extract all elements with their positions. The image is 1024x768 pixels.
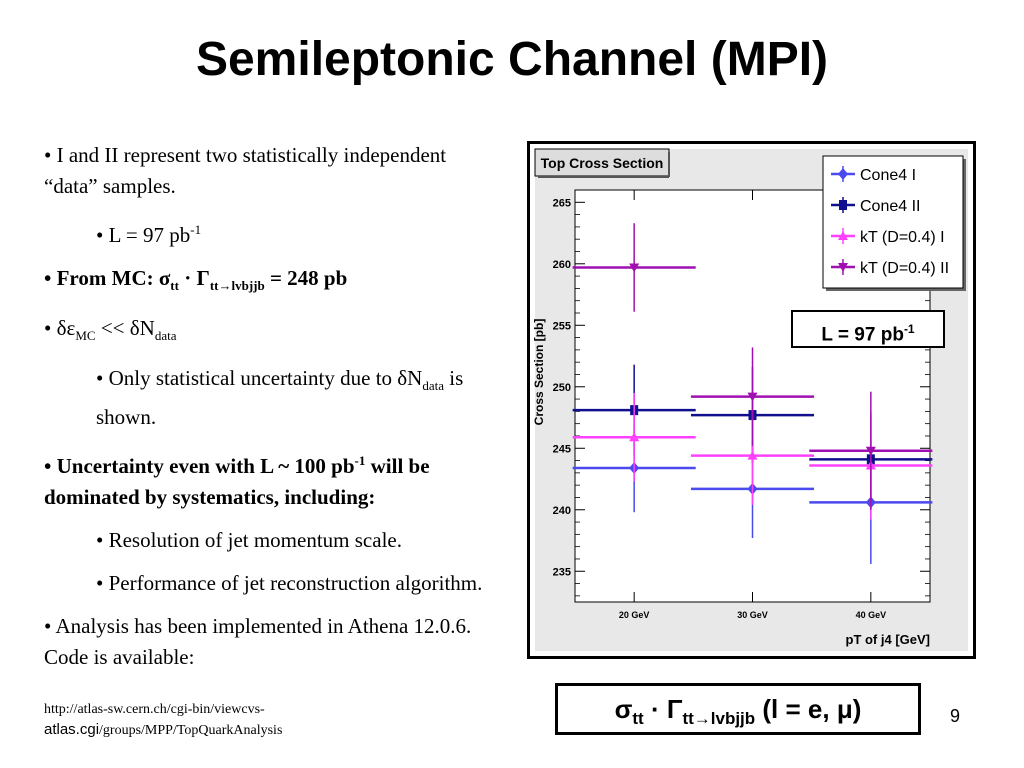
x-axis-title: pT of j4 [GeV] <box>846 632 931 647</box>
bullet-efficiency-a: δε <box>56 316 76 341</box>
data-point-square <box>839 200 847 210</box>
formula-sub1: tt <box>632 709 644 729</box>
formula-sigma: σ <box>614 694 633 724</box>
data-point-triangle-up <box>747 450 758 460</box>
data-point-triangle-down <box>865 446 876 456</box>
bullet-athena-text: Analysis has been implemented in Athena … <box>44 613 472 669</box>
bullet-stat-only-sub: data <box>422 378 445 394</box>
y-tick-label: 265 <box>553 197 571 209</box>
bullet-samples-text: I and II represent two statistically ind… <box>44 143 447 198</box>
bullet-systematics: • Uncertainty even with L ~ 100 pb-1 wil… <box>44 452 430 509</box>
series-3 <box>572 223 933 510</box>
data-point-triangle-down <box>629 263 640 273</box>
luminosity-box: L = 97 pb-1 <box>791 310 945 348</box>
bullet-mc: • From MC: σtt · Γtt→lvbjjb = 248 pb <box>44 266 348 294</box>
bullet-mc-mid: · Γ <box>178 266 210 290</box>
legend-label: kT (D=0.4) I <box>860 229 945 246</box>
x-tick-label: 30 GeV <box>737 610 768 620</box>
chart-title: Top Cross Section <box>541 155 664 171</box>
legend-label: Cone4 II <box>860 198 920 215</box>
formula-post: (l = e, μ) <box>755 694 862 724</box>
bullet-stat-only-a: Only statistical uncertainty due to δN <box>108 366 423 391</box>
code-url-line2b[interactable]: /groups/MPP/TopQuarkAnalysis <box>99 723 283 738</box>
y-tick-label: 250 <box>553 382 571 394</box>
luminosity-text: L = 97 pb <box>821 324 904 346</box>
bullet-samples: • I and II represent two statistically i… <box>44 143 447 198</box>
code-url[interactable]: http://atlas-sw.cern.ch/cgi-bin/viewcvs-… <box>44 700 282 741</box>
bullet-mc-sub1: tt <box>170 278 179 294</box>
bullet-efficiency-sub1: MC <box>75 328 96 344</box>
bullet-systematics-sup: -1 <box>354 452 366 468</box>
legend-label: kT (D=0.4) II <box>860 260 949 277</box>
formula-box: σtt · Γtt→lvbjjb (l = e, μ) <box>555 683 921 735</box>
data-point-triangle-down <box>747 392 758 402</box>
page-number: 9 <box>950 706 961 726</box>
y-tick-label: 245 <box>553 443 571 455</box>
bullet-stat-only-b: is shown. <box>96 366 464 429</box>
bullet-mc-sub2: tt→lvbjjb <box>209 278 265 294</box>
data-point-triangle-up <box>838 231 848 240</box>
data-point-diamond <box>838 168 848 180</box>
bullet-jet-reco-text: Performance of jet reconstruction algori… <box>108 570 483 595</box>
x-tick-label: 40 GeV <box>856 610 887 620</box>
code-url-line2[interactable]: atlas.cgi/groups/MPP/TopQuarkAnalysis <box>44 720 282 741</box>
y-tick-label: 235 <box>553 566 571 578</box>
formula-gamma: · Γ <box>643 694 683 724</box>
bullet-systematics-b: will be dominated by systematics, includ… <box>44 453 430 509</box>
chart-marks-layer <box>572 223 933 564</box>
legend-label: Cone4 I <box>860 167 916 184</box>
slide-title: Semileptonic Channel (MPI) <box>195 33 829 86</box>
code-url-line2a[interactable]: atlas.cgi <box>44 721 100 738</box>
code-url-line1[interactable]: http://atlas-sw.cern.ch/cgi-bin/viewcvs- <box>44 702 265 717</box>
data-point-triangle-up <box>629 432 640 442</box>
bullet-jet-scale: • Resolution of jet momentum scale. <box>96 527 402 552</box>
x-tick-label: 20 GeV <box>619 610 650 620</box>
luminosity-sup: -1 <box>903 322 915 336</box>
bullet-luminosity: • L = 97 pb-1 <box>96 222 202 247</box>
bullet-jet-scale-text: Resolution of jet momentum scale. <box>108 527 402 552</box>
bullet-efficiency-b: << δN <box>95 316 155 341</box>
chart-legend-layer: Cone4 I Cone4 II kT (D=0.4) I kT (D=0.4) II <box>822 155 966 291</box>
bullet-efficiency: • δεMC << δNdata <box>44 316 177 344</box>
y-tick-label: 260 <box>553 259 571 271</box>
bullet-mc-text: From MC: σ <box>56 266 171 290</box>
bullet-luminosity-sup: -1 <box>190 222 202 237</box>
formula-sub2: tt→lvbjjb <box>682 709 756 729</box>
bullet-systematics-a: Uncertainty even with L ~ 100 pb <box>56 453 355 478</box>
bullet-efficiency-sub2: data <box>154 328 177 344</box>
y-tick-label: 240 <box>553 505 571 517</box>
bullet-jet-reco: • Performance of jet reconstruction algo… <box>96 570 483 595</box>
bullet-mc-post: = 248 pb <box>264 266 348 290</box>
bullet-stat-only: • Only statistical uncertainty due to δN… <box>96 366 464 429</box>
bullet-list: • I and II represent two statistically i… <box>44 140 494 685</box>
y-axis-title: Cross Section [pb] <box>532 319 546 426</box>
bullet-luminosity-text: L = 97 pb <box>108 223 191 247</box>
y-tick-label: 255 <box>553 320 571 332</box>
data-point-triangle-down <box>838 263 848 272</box>
bullet-athena: • Analysis has been implemented in Athen… <box>44 613 472 669</box>
cross-section-chart: 235 240 245 250 255 260 265 20 GeV 30 GeV 40 GeV p… <box>530 144 973 656</box>
